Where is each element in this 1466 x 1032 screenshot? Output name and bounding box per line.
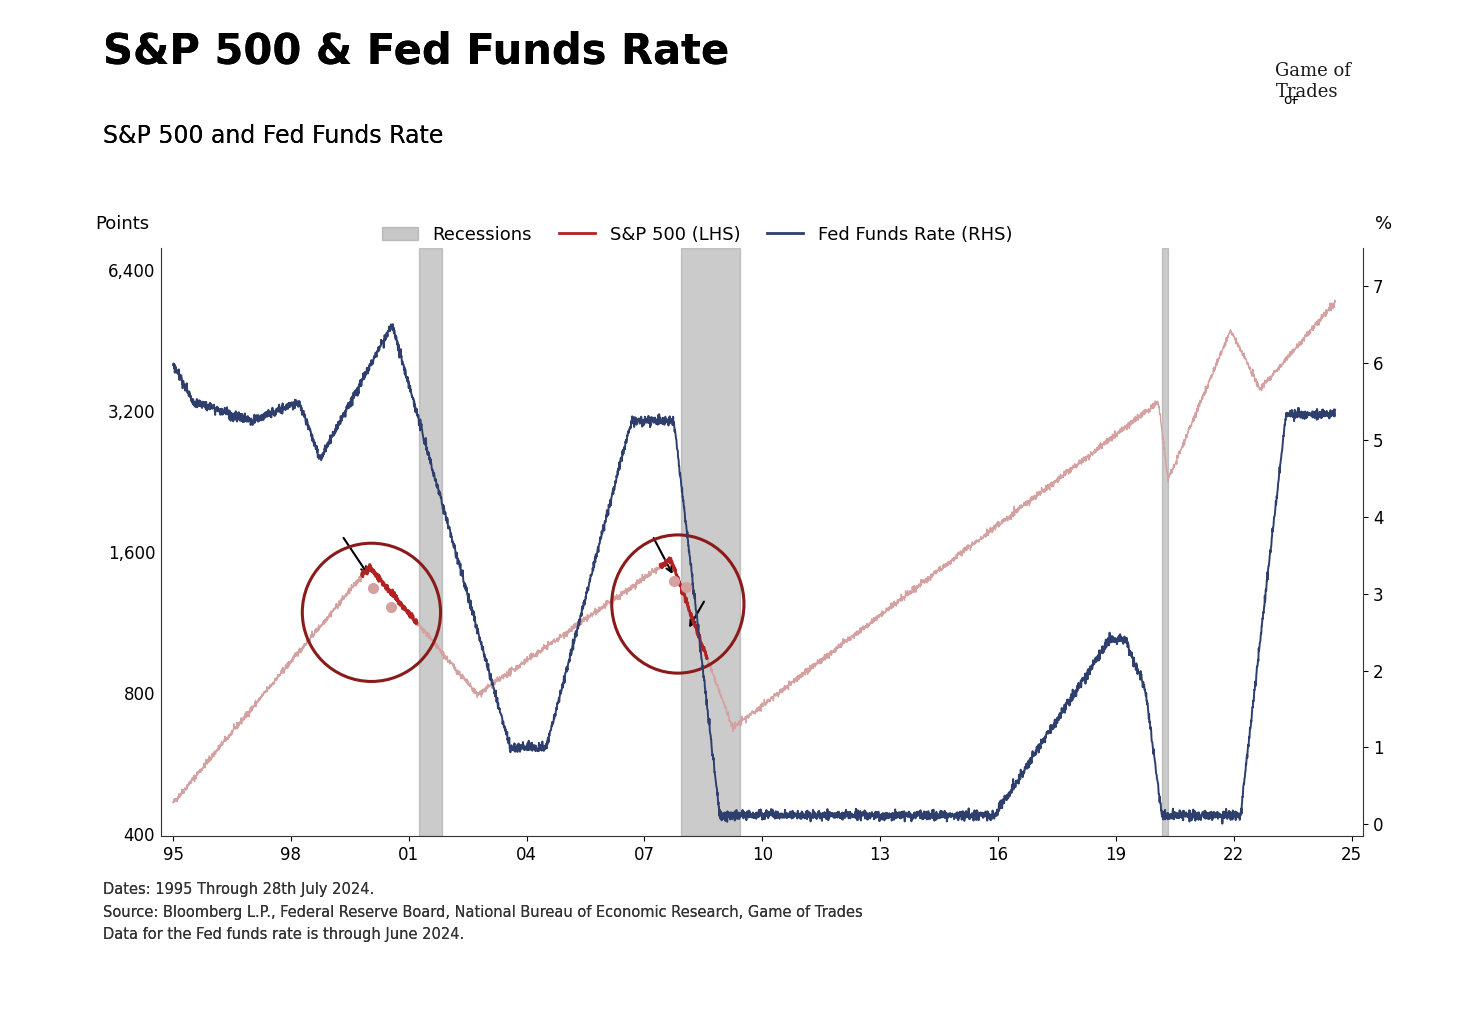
Text: 6,400: 6,400 bbox=[108, 263, 155, 281]
Text: %: % bbox=[1375, 215, 1393, 233]
Text: S&P 500 and Fed Funds Rate: S&P 500 and Fed Funds Rate bbox=[103, 124, 443, 148]
Bar bbox=[680, 248, 739, 836]
Text: ᴏғ: ᴏғ bbox=[1283, 93, 1299, 107]
Text: S&P 500 and Fed Funds Rate: S&P 500 and Fed Funds Rate bbox=[103, 124, 443, 148]
Text: Dates: 1995 Through 28th July 2024.
Source: Bloomberg L.P., Federal Reserve Boar: Dates: 1995 Through 28th July 2024. Sour… bbox=[103, 882, 862, 942]
Text: 400: 400 bbox=[123, 827, 155, 845]
Bar bbox=[1163, 248, 1168, 836]
Legend: Recessions, S&P 500 (LHS), Fed Funds Rate (RHS): Recessions, S&P 500 (LHS), Fed Funds Rat… bbox=[375, 219, 1019, 251]
Text: Points: Points bbox=[95, 215, 150, 233]
Text: Game of
Trades: Game of Trades bbox=[1275, 62, 1352, 101]
Bar bbox=[419, 248, 441, 836]
Text: S&P 500 & Fed Funds Rate: S&P 500 & Fed Funds Rate bbox=[103, 31, 729, 73]
Text: 1,600: 1,600 bbox=[107, 545, 155, 562]
Text: 3,200: 3,200 bbox=[107, 404, 155, 422]
Text: Dates: 1995 Through 28th July 2024.
Source: Bloomberg L.P., Federal Reserve Boar: Dates: 1995 Through 28th July 2024. Sour… bbox=[103, 882, 862, 942]
Text: S&P 500 & Fed Funds Rate: S&P 500 & Fed Funds Rate bbox=[103, 31, 729, 73]
Text: 800: 800 bbox=[123, 686, 155, 704]
